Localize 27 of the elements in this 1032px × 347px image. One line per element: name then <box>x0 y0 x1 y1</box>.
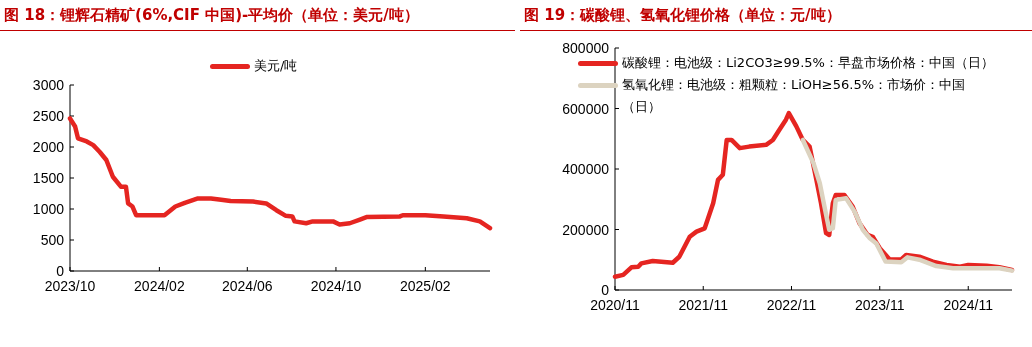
y-tick-label: 600000 <box>562 100 610 117</box>
chart-title: 图 19：碳酸锂、氢氧化锂价格（单位：元/吨） <box>524 6 841 25</box>
y-tick-label: 500 <box>40 232 65 248</box>
legend-label: 美元/吨 <box>254 57 298 75</box>
legend-label: 氢氧化锂：电池级：粗颗粒：LiOH≥56.5%：市场价：中国（日） <box>622 76 967 116</box>
x-tick-label: 2021/11 <box>678 297 729 313</box>
legend-label: 碳酸锂：电池级：Li2CO3≥99.5%：早盘市场价格：中国（日） <box>622 54 994 72</box>
y-tick-label: 400000 <box>562 161 610 177</box>
chart-title: 图 18：锂辉石精矿(6%,CIF 中国)-平均价（单位：美元/吨） <box>4 6 419 25</box>
y-tick-label: 1000 <box>32 201 65 217</box>
x-tick-label: 2020/11 <box>590 297 640 313</box>
y-tick-label: 800000 <box>562 40 610 56</box>
y-tick-label: 2500 <box>32 108 65 124</box>
x-tick-label: 2024/11 <box>943 297 994 313</box>
x-tick-label: 2023/10 <box>44 278 96 294</box>
y-tick-label: 200000 <box>562 221 610 238</box>
x-tick-label: 2024/06 <box>222 278 273 294</box>
x-tick-label: 2023/11 <box>854 297 905 313</box>
x-tick-label: 2024/10 <box>310 278 362 294</box>
x-tick-label: 2024/02 <box>134 278 185 294</box>
x-tick-label: 2022/11 <box>766 297 817 313</box>
y-tick-label: 0 <box>56 263 65 279</box>
y-tick-label: 0 <box>601 282 610 298</box>
y-tick-label: 1500 <box>32 170 65 186</box>
x-tick-label: 2025/02 <box>400 278 451 294</box>
y-tick-label: 3000 <box>32 77 65 93</box>
y-tick-label: 2000 <box>32 139 65 155</box>
